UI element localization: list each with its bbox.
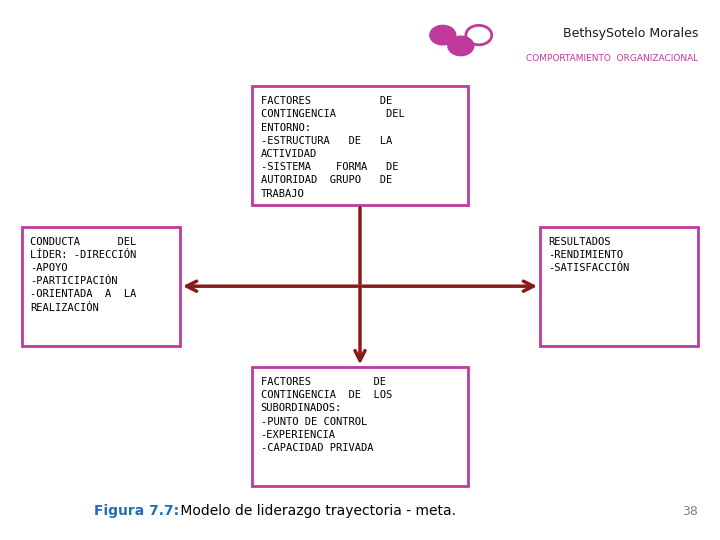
FancyBboxPatch shape	[22, 227, 180, 346]
Circle shape	[448, 36, 474, 56]
Text: COMPORTAMIENTO  ORGANIZACIONAL: COMPORTAMIENTO ORGANIZACIONAL	[526, 54, 698, 63]
Circle shape	[430, 25, 456, 45]
Text: 38: 38	[683, 505, 698, 518]
Text: FACTORES          DE
CONTINGENCIA  DE  LOS
SUBORDINADOS:
-PUNTO DE CONTROL
-EXPE: FACTORES DE CONTINGENCIA DE LOS SUBORDIN…	[261, 377, 392, 453]
Text: Modelo de liderazgo trayectoria - meta.: Modelo de liderazgo trayectoria - meta.	[176, 504, 456, 518]
Text: Figura 7.7:: Figura 7.7:	[94, 504, 179, 518]
Text: CONDUCTA      DEL
LÍDER: -DIRECCIÓN
-APOYO
-PARTICIPACIÓN
-ORIENTADA  A  LA
REAL: CONDUCTA DEL LÍDER: -DIRECCIÓN -APOYO -P…	[30, 237, 137, 313]
Text: BethsySotelo Morales: BethsySotelo Morales	[563, 27, 698, 40]
FancyBboxPatch shape	[540, 227, 698, 346]
FancyBboxPatch shape	[252, 86, 468, 205]
Text: FACTORES           DE
CONTINGENCIA        DEL
ENTORNO:
-ESTRUCTURA   DE   LA
ACT: FACTORES DE CONTINGENCIA DEL ENTORNO: -E…	[261, 96, 405, 199]
FancyBboxPatch shape	[252, 367, 468, 486]
Text: RESULTADOS
-RENDIMIENTO
-SATISFACCIÓN: RESULTADOS -RENDIMIENTO -SATISFACCIÓN	[549, 237, 630, 273]
